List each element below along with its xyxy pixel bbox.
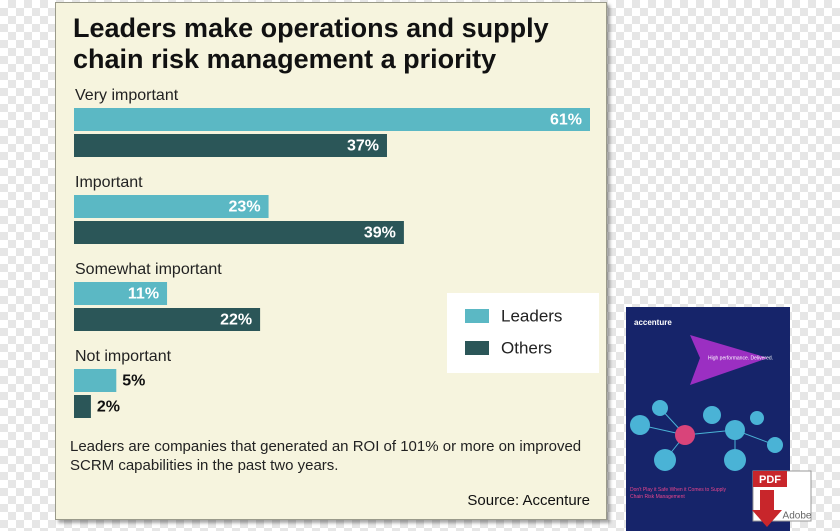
bar — [74, 221, 404, 244]
value-label: 5% — [122, 373, 145, 390]
pdf-badge — [753, 471, 787, 487]
cover-brand: accenture — [634, 318, 672, 327]
cover-arrow — [690, 335, 768, 385]
value-label: 11% — [128, 286, 159, 303]
legend-swatch — [465, 341, 489, 355]
bar — [74, 108, 590, 131]
category-label: Somewhat important — [75, 261, 222, 278]
value-label: 37% — [347, 138, 379, 155]
chart-panel — [55, 2, 607, 520]
pdf-arrow — [752, 490, 782, 527]
cover-title: Don't Play it Safe When it Comes to Supp… — [630, 487, 726, 500]
cover-tagline: High performance. Delivered. — [708, 355, 773, 361]
footnote: Leaders are companies that generated an … — [70, 438, 582, 474]
value-label: 23% — [229, 199, 261, 216]
pdf-brand: Adobe — [783, 511, 812, 522]
bar — [74, 282, 168, 305]
value-label: 22% — [220, 312, 252, 329]
category-label: Not important — [75, 348, 172, 365]
bar — [74, 395, 91, 418]
bar — [74, 308, 261, 331]
bar — [74, 369, 117, 392]
cover-nodes — [630, 400, 783, 471]
cover-title-box: Don't Play it Safe When it Comes to Supp… — [630, 487, 726, 500]
bar — [74, 134, 387, 157]
value-label: 61% — [550, 112, 582, 129]
bar — [74, 195, 269, 218]
value-label: 39% — [364, 225, 396, 242]
legend-box — [447, 293, 599, 373]
value-label: 2% — [97, 399, 120, 416]
category-label: Very important — [75, 87, 179, 104]
legend-swatch — [465, 309, 489, 323]
chart-title: Leaders make operations and supply chain… — [73, 13, 549, 74]
legend-label: Leaders — [501, 306, 562, 325]
pdf-label: PDF — [759, 474, 781, 486]
legend-label: Others — [501, 338, 552, 357]
category-label: Important — [75, 174, 143, 191]
source: Source: Accenture — [467, 492, 590, 509]
